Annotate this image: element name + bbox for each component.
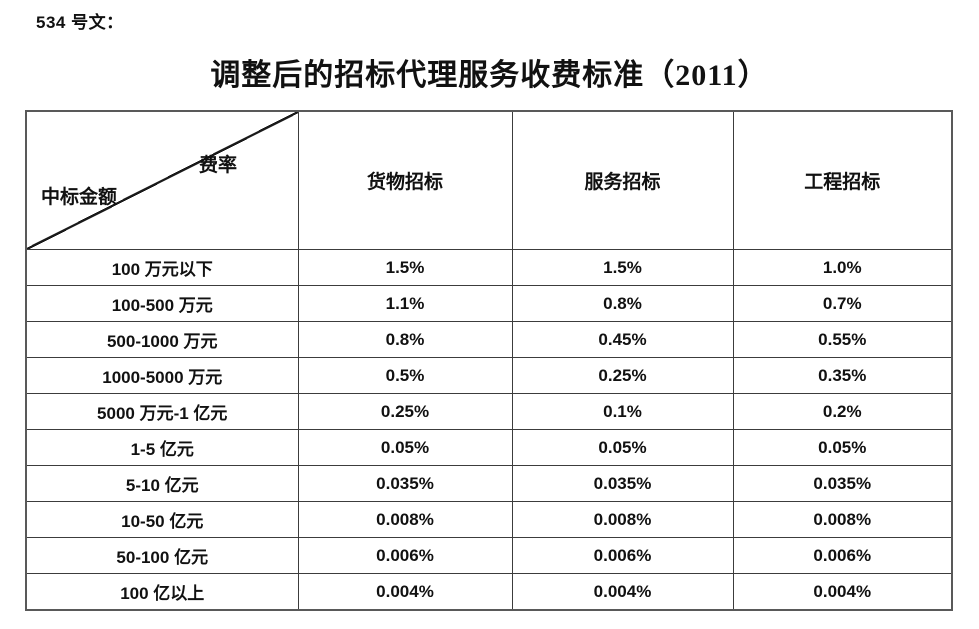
table-row: 50-100 亿元 0.006% 0.006% 0.006% [25, 537, 953, 574]
table-row: 500-1000 万元 0.8% 0.45% 0.55% [25, 321, 953, 358]
row-label: 1-5 亿元 [25, 429, 299, 466]
row-label: 5-10 亿元 [25, 465, 299, 502]
rate-cell: 0.8% [297, 321, 513, 358]
row-label: 1000-5000 万元 [25, 357, 299, 394]
column-header-goods: 货物招标 [297, 110, 513, 250]
rate-cell: 0.004% [511, 573, 734, 611]
row-label: 500-1000 万元 [25, 321, 299, 358]
rate-cell: 0.035% [511, 465, 734, 502]
table-row: 100 万元以下 1.5% 1.5% 1.0% [25, 249, 953, 286]
rate-cell: 0.006% [511, 537, 734, 574]
rate-cell: 0.008% [732, 501, 953, 538]
column-header-engineering: 工程招标 [732, 110, 953, 250]
rate-cell: 0.035% [732, 465, 953, 502]
rate-cell: 1.0% [732, 249, 953, 286]
rate-cell: 0.008% [297, 501, 513, 538]
rate-cell: 0.004% [732, 573, 953, 611]
table-row: 100 亿以上 0.004% 0.004% 0.004% [25, 573, 953, 611]
rate-cell: 0.45% [511, 321, 734, 358]
rate-cell: 0.5% [297, 357, 513, 394]
rate-cell: 0.05% [297, 429, 513, 466]
rate-cell: 0.7% [732, 285, 953, 322]
corner-label-bid-amount: 中标金额 [41, 187, 118, 208]
rate-cell: 0.25% [511, 357, 734, 394]
table-row: 1000-5000 万元 0.5% 0.25% 0.35% [25, 357, 953, 394]
table-row: 1-5 亿元 0.05% 0.05% 0.05% [25, 429, 953, 466]
rate-cell: 0.8% [511, 285, 734, 322]
rate-cell: 0.35% [732, 357, 953, 394]
column-header-services: 服务招标 [511, 110, 734, 250]
rate-cell: 0.006% [297, 537, 513, 574]
header-row: 费率 中标金额 货物招标 服务招标 工程招标 [25, 110, 953, 250]
rate-cell: 0.05% [511, 429, 734, 466]
rate-cell: 0.55% [732, 321, 953, 358]
table-row: 5000 万元-1 亿元 0.25% 0.1% 0.2% [25, 393, 953, 430]
rate-cell: 0.25% [297, 393, 513, 430]
row-label: 100-500 万元 [25, 285, 299, 322]
page-title: 调整后的招标代理服务收费标准（2011） [210, 59, 769, 92]
table-row: 10-50 亿元 0.008% 0.008% 0.008% [25, 501, 953, 538]
rate-cell: 0.2% [732, 393, 953, 430]
rate-cell: 0.035% [297, 465, 513, 502]
row-label: 50-100 亿元 [25, 537, 299, 574]
rate-cell: 1.1% [297, 285, 513, 322]
rate-cell: 0.1% [511, 393, 734, 430]
row-label: 10-50 亿元 [25, 501, 299, 538]
fee-rate-table: 费率 中标金额 货物招标 服务招标 工程招标 100 万元以下 1.5% 1.5… [25, 110, 953, 611]
table-row: 5-10 亿元 0.035% 0.035% 0.035% [25, 465, 953, 502]
diagonal-split-header-cell: 费率 中标金额 [25, 110, 299, 250]
row-label: 5000 万元-1 亿元 [25, 393, 299, 430]
row-label: 100 亿以上 [25, 573, 299, 611]
rate-cell: 0.004% [297, 573, 513, 611]
rate-cell: 0.008% [511, 501, 734, 538]
rate-cell: 0.006% [732, 537, 953, 574]
doc-number-label: 534 号文： [36, 13, 124, 32]
rate-cell: 0.05% [732, 429, 953, 466]
rate-cell: 1.5% [297, 249, 513, 286]
row-label: 100 万元以下 [25, 249, 299, 286]
corner-label-rate: 费率 [199, 155, 238, 176]
table-row: 100-500 万元 1.1% 0.8% 0.7% [25, 285, 953, 322]
rate-cell: 1.5% [511, 249, 734, 286]
